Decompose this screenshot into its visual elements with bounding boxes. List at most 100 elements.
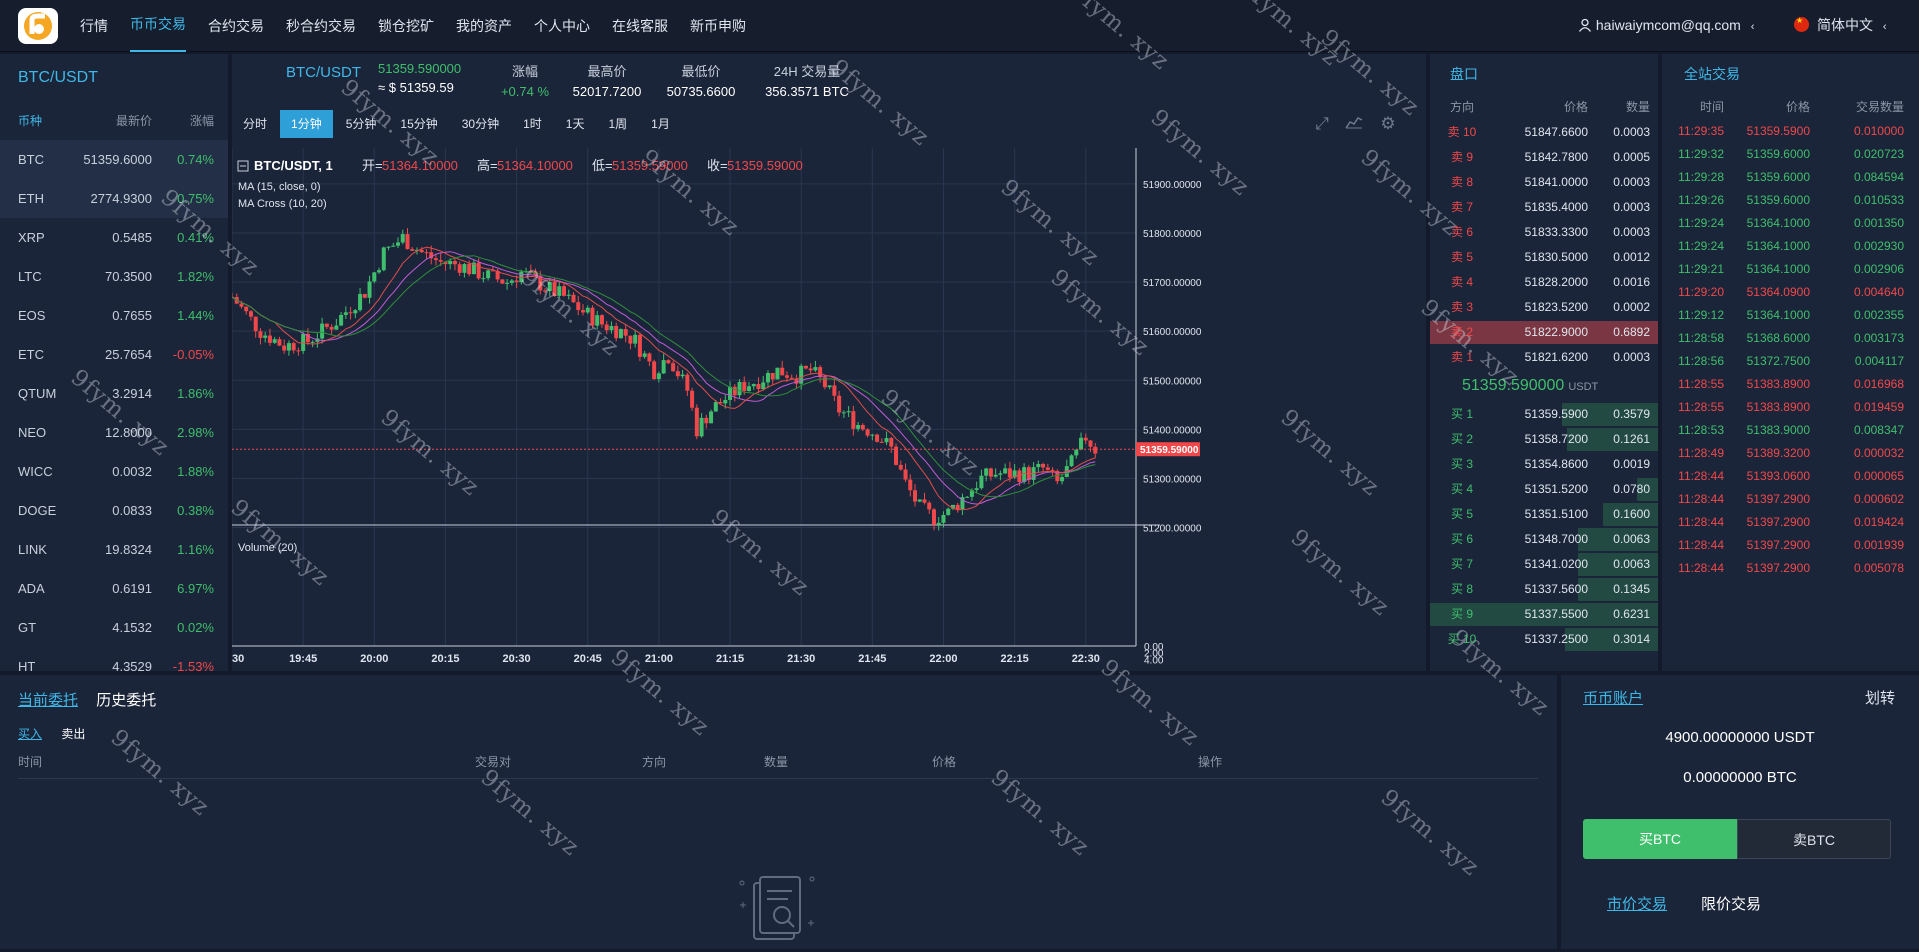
candle-body: [538, 275, 543, 291]
orderbook-row[interactable]: 卖 10 51847.6600 0.0003: [1430, 120, 1658, 145]
sell-btc-button[interactable]: 卖BTC: [1737, 819, 1891, 859]
market-row[interactable]: EOS 0.7655 1.44%: [0, 296, 228, 335]
indicator-icon[interactable]: [1344, 114, 1364, 134]
ticker-change-block: 涨幅 +0.74 %: [480, 54, 570, 99]
orderbook-row[interactable]: 买 3 51354.8600 0.0019: [1430, 452, 1658, 477]
market-row[interactable]: LTC 70.3500 1.82%: [0, 257, 228, 296]
nav-item-4[interactable]: 锁仓挖矿: [378, 18, 434, 34]
market-header-change[interactable]: 涨幅: [189, 114, 214, 128]
orderbook-row[interactable]: 卖 7 51835.4000 0.0003: [1430, 195, 1658, 220]
orderbook-row[interactable]: 卖 6 51833.3300 0.0003: [1430, 220, 1658, 245]
orderbook-row[interactable]: 卖 2 51822.9000 0.6892: [1430, 320, 1658, 345]
candle-body: [386, 246, 391, 248]
site-logo[interactable]: [18, 8, 58, 44]
collapse-legend-icon[interactable]: [237, 160, 249, 172]
tab-sell-orders[interactable]: 卖出: [61, 727, 86, 741]
candle-body: [913, 490, 918, 502]
tab-market-order[interactable]: 市价交易: [1607, 896, 1668, 913]
orderbook-price: 51337.5600: [1524, 582, 1588, 596]
candle-body: [633, 334, 638, 344]
market-coin: BTC: [18, 152, 44, 167]
orderbook-row[interactable]: 卖 1 51821.6200 0.0003: [1430, 345, 1658, 370]
orderbook-qty: 0.0016: [1613, 275, 1650, 289]
period-tab-7[interactable]: 1周: [608, 117, 628, 131]
orderbook-row[interactable]: 卖 8 51841.0000 0.0003: [1430, 170, 1658, 195]
orderbook-row[interactable]: 买 2 51358.7200 0.1261: [1430, 427, 1658, 452]
ohlc-value: 51359.59000: [727, 158, 803, 173]
price-chart[interactable]: 51900.00000 51800.00000 51700.00000 51600.0…: [232, 148, 1426, 671]
nav-item-5[interactable]: 我的资产: [456, 18, 512, 34]
period-tab-4[interactable]: 30分钟: [461, 117, 500, 131]
candle-body: [599, 315, 604, 325]
market-row[interactable]: LINK 19.8324 1.16%: [0, 530, 228, 569]
tab-buy-orders[interactable]: 买入: [18, 727, 43, 741]
market-row[interactable]: GT 4.1532 0.02%: [0, 608, 228, 647]
trade-qty: 0.010000: [1853, 124, 1904, 138]
orderbook-row[interactable]: 买 10 51337.2500 0.3014: [1430, 627, 1658, 652]
tab-limit-order[interactable]: 限价交易: [1701, 896, 1762, 913]
orderbook-row[interactable]: 卖 5 51830.5000 0.0012: [1430, 245, 1658, 270]
market-row[interactable]: DOGE 0.0833 0.38%: [0, 491, 228, 530]
tab-current-orders[interactable]: 当前委托: [18, 692, 79, 709]
tab-spot-account[interactable]: 币币账户: [1583, 690, 1644, 707]
period-tab-0[interactable]: 分时: [243, 117, 268, 131]
orderbook-price: 51833.3300: [1524, 225, 1588, 239]
period-tab-2[interactable]: 5分钟: [345, 117, 377, 131]
orderbook-row[interactable]: 卖 4 51828.2000 0.0016: [1430, 270, 1658, 295]
orderbook-row[interactable]: 买 8 51337.5600 0.1345: [1430, 577, 1658, 602]
buy-btc-button[interactable]: 买BTC: [1583, 819, 1737, 859]
market-header-price[interactable]: 最新价: [115, 114, 152, 128]
language-selector[interactable]: 简体中文 ‹: [1794, 0, 1887, 52]
trade-price: 51372.7500: [1746, 354, 1810, 368]
user-menu[interactable]: haiwaiymcom@qq.com ‹: [1578, 0, 1754, 52]
market-header-coin[interactable]: 币种: [18, 114, 43, 128]
period-tab-1[interactable]: 1分钟: [280, 110, 333, 138]
period-tab-6[interactable]: 1天: [565, 117, 585, 131]
nav-item-2[interactable]: 合约交易: [208, 18, 264, 34]
orderbook-row[interactable]: 买 4 51351.5200 0.0780: [1430, 477, 1658, 502]
candle-body: [955, 504, 960, 510]
orderbook-side: 卖 2: [1450, 325, 1473, 339]
orderbook-row[interactable]: 卖 3 51823.5200 0.0002: [1430, 295, 1658, 320]
orderbook-row[interactable]: 买 9 51337.5500 0.6231: [1430, 602, 1658, 627]
market-row[interactable]: ADA 0.6191 6.97%: [0, 569, 228, 608]
market-row[interactable]: NEO 12.8000 2.98%: [0, 413, 228, 452]
orders-header-side: 方向: [642, 755, 667, 769]
period-tab-5[interactable]: 1时: [523, 117, 542, 131]
orderbook-row[interactable]: 买 1 51359.5900 0.3579: [1430, 402, 1658, 427]
nav-item-3[interactable]: 秒合约交易: [286, 18, 356, 34]
settings-icon[interactable]: ⚙: [1380, 114, 1396, 133]
trade-row: 11:29:21 51364.1000 0.002906: [1662, 258, 1919, 281]
market-row[interactable]: XRP 0.5485 0.41%: [0, 218, 228, 257]
nav-item-8[interactable]: 新币申购: [690, 18, 746, 34]
orderbook-row[interactable]: 买 5 51351.5100 0.1600: [1430, 502, 1658, 527]
market-row[interactable]: ETH 2774.9300 0.75%: [0, 179, 228, 218]
china-flag-icon: [1794, 15, 1809, 32]
orderbook-side: 卖 3: [1450, 300, 1473, 314]
period-tab-8[interactable]: 1月: [651, 117, 670, 131]
ticker-high: 52017.7200: [572, 84, 642, 99]
tab-order-history[interactable]: 历史委托: [96, 692, 157, 709]
candle-body: [728, 386, 733, 400]
candle-body: [609, 325, 614, 331]
nav-item-6[interactable]: 个人中心: [534, 18, 590, 34]
transfer-button[interactable]: 划转: [1864, 690, 1895, 707]
candle-body: [856, 424, 861, 429]
market-row[interactable]: QTUM 3.2914 1.86%: [0, 374, 228, 413]
market-row[interactable]: WICC 0.0032 1.88%: [0, 452, 228, 491]
orderbook-row[interactable]: 买 6 51348.7000 0.0063: [1430, 527, 1658, 552]
market-row[interactable]: ETC 25.7654 -0.05%: [0, 335, 228, 374]
nav-item-7[interactable]: 在线客服: [612, 18, 668, 34]
x-tick-label: 20:00: [360, 653, 388, 665]
fullscreen-icon[interactable]: ⤢: [1315, 114, 1329, 133]
nav-item-1[interactable]: 币币交易: [130, 0, 186, 52]
market-row[interactable]: HT 4.3529 -1.53%: [0, 647, 228, 686]
period-tab-3[interactable]: 15分钟: [400, 117, 438, 131]
candle-body: [822, 377, 827, 388]
orderbook-row[interactable]: 买 7 51341.0200 0.0063: [1430, 552, 1658, 577]
market-row[interactable]: BTC 51359.6000 0.74%: [0, 140, 228, 179]
ma20-line: [232, 255, 1096, 498]
trade-time: 11:29:35: [1678, 124, 1724, 138]
nav-item-0[interactable]: 行情: [80, 18, 108, 34]
orderbook-row[interactable]: 卖 9 51842.7800 0.0005: [1430, 145, 1658, 170]
